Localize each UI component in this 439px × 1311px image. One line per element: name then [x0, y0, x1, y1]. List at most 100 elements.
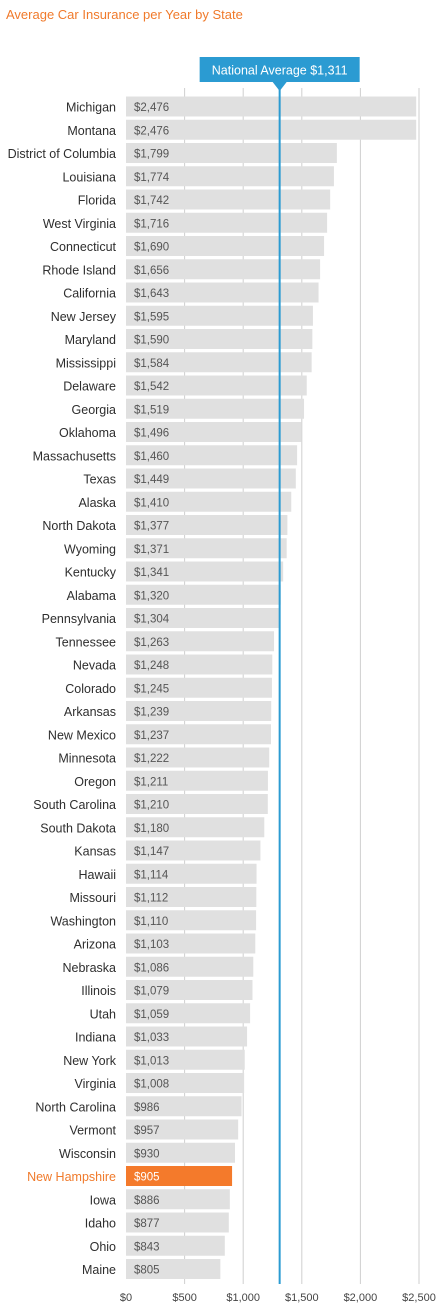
data-label: $1,341 [134, 567, 169, 579]
category-label: West Virginia [43, 217, 116, 231]
bar [126, 910, 257, 931]
category-label: California [63, 287, 116, 301]
data-label: $1,774 [134, 172, 170, 184]
data-label: $1,519 [134, 404, 169, 416]
data-label: $1,239 [134, 707, 169, 719]
bar [126, 282, 319, 303]
category-label: Maryland [65, 333, 116, 347]
data-label: $1,320 [134, 590, 169, 602]
bar [126, 375, 307, 396]
data-label: $1,590 [134, 335, 169, 347]
x-tick-label: $500 [172, 1292, 196, 1304]
bar [126, 863, 257, 884]
bar [126, 933, 256, 954]
category-label: Kansas [74, 845, 116, 859]
category-label: Texas [83, 473, 116, 487]
category-label: Arizona [74, 938, 116, 952]
bar [126, 305, 313, 326]
x-tick-label: $0 [120, 1292, 132, 1304]
category-label: Illinois [81, 984, 116, 998]
bar [126, 236, 325, 256]
callout-pointer [272, 82, 287, 91]
bar [126, 329, 313, 349]
category-label: Utah [90, 1007, 116, 1021]
category-label: Oregon [74, 775, 116, 789]
bar [126, 1259, 221, 1279]
bar [126, 398, 305, 419]
bar [126, 887, 257, 907]
bar [126, 1189, 230, 1210]
data-label: $1,584 [134, 358, 170, 370]
data-label: $1,008 [134, 1079, 169, 1091]
category-label: New Hampshire [27, 1170, 116, 1184]
data-label: $1,222 [134, 753, 169, 765]
x-tick-label: $2,000 [344, 1292, 378, 1304]
data-label: $1,410 [134, 497, 169, 509]
bar [126, 1235, 225, 1256]
bar [126, 724, 271, 745]
data-label: $1,245 [134, 683, 169, 695]
data-label: $1,371 [134, 544, 169, 556]
data-label: $2,476 [134, 102, 169, 114]
bar [126, 747, 270, 768]
category-label: Louisiana [62, 170, 116, 184]
category-label: Montana [67, 124, 116, 138]
bar [126, 538, 287, 559]
bar [126, 491, 292, 512]
data-label: $1,033 [134, 1032, 169, 1044]
data-label: $1,086 [134, 962, 169, 974]
bar [126, 96, 417, 117]
data-label: $957 [134, 1125, 160, 1137]
data-label: $1,595 [134, 311, 169, 323]
bar [126, 1026, 248, 1047]
category-label: Minnesota [58, 752, 116, 766]
bar [126, 1119, 239, 1140]
national-average-callout [199, 57, 360, 82]
bar [126, 515, 288, 535]
data-label: $1,643 [134, 288, 169, 300]
data-label: $1,542 [134, 381, 169, 393]
category-label: Idaho [85, 1217, 116, 1231]
category-label: Ohio [90, 1240, 116, 1254]
data-label: $905 [134, 1172, 160, 1184]
category-label: Hawaii [78, 868, 116, 882]
category-label: Maine [82, 1263, 116, 1277]
data-label: $1,114 [134, 869, 169, 881]
category-label: Georgia [72, 403, 117, 417]
bar [126, 166, 334, 187]
data-label: $1,112 [134, 893, 168, 905]
data-label: $2,476 [134, 125, 169, 137]
data-label: $1,799 [134, 149, 169, 161]
category-label: Connecticut [50, 240, 117, 254]
data-label: $1,460 [134, 451, 169, 463]
bar [126, 956, 254, 977]
bar [126, 770, 268, 791]
category-label: New Jersey [51, 310, 117, 324]
data-label: $1,110 [134, 916, 168, 928]
bar [126, 352, 312, 373]
category-label: New Mexico [48, 728, 116, 742]
data-label: $1,180 [134, 823, 169, 835]
category-label: Kentucky [65, 566, 117, 580]
category-label: Indiana [75, 1031, 116, 1045]
data-label: $1,690 [134, 242, 169, 254]
x-tick-label: $1,500 [285, 1292, 319, 1304]
data-label: $1,716 [134, 218, 169, 230]
category-label: Colorado [65, 682, 116, 696]
data-label: $1,237 [134, 730, 169, 742]
category-label: Nevada [73, 659, 116, 673]
bar [126, 143, 337, 163]
category-label: South Carolina [33, 798, 116, 812]
bar [126, 1003, 251, 1024]
data-label: $1,248 [134, 660, 169, 672]
x-tick-label: $2,500 [402, 1292, 436, 1304]
category-label: Iowa [90, 1193, 116, 1207]
bar [126, 1212, 229, 1233]
bar [126, 422, 302, 442]
data-label: $886 [134, 1195, 160, 1207]
bar [126, 817, 265, 838]
data-label: $1,211 [134, 776, 168, 788]
category-label: Washington [50, 914, 116, 928]
